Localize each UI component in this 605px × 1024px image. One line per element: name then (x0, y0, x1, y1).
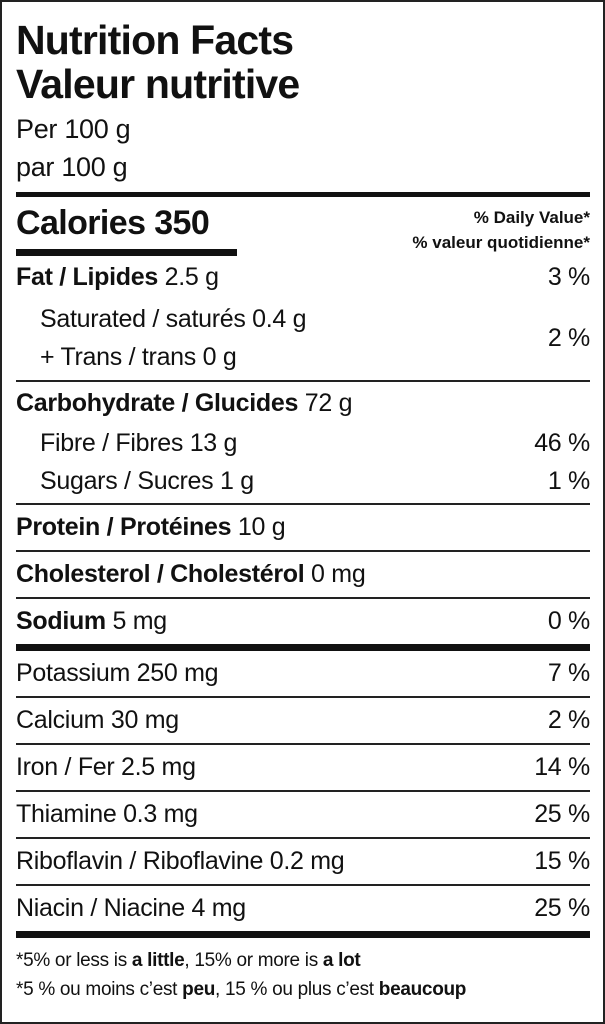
divider (16, 696, 590, 698)
calories: Calories 350 (16, 204, 210, 242)
divider (16, 380, 590, 382)
divider (16, 837, 590, 839)
micronutrient-row: Riboflavin / Riboflavine 0.2 mg 15 % (16, 847, 590, 875)
carbohydrate-row: Carbohydrate / Glucides 72 g (16, 388, 353, 417)
sodium-row: Sodium 5 mg 0 % (16, 607, 590, 635)
daily-value-header: % Daily Value* % valeur quotidienne* (412, 208, 590, 252)
divider-thick (16, 644, 590, 651)
divider (16, 550, 590, 552)
saturated-trans-group: Saturated / saturés 0.4 g + Trans / tran… (16, 300, 590, 376)
title-en: Nutrition Facts (16, 17, 294, 63)
divider (16, 790, 590, 792)
title-fr: Valeur nutritive (16, 61, 300, 107)
saturated-trans-dv: 2 % (547, 323, 590, 352)
divider (16, 743, 590, 745)
footnote: *5% or less is a little, 15% or more is … (16, 946, 590, 1004)
serving-size-fr: par 100 g (16, 152, 128, 182)
micronutrient-row: Thiamine 0.3 mg 25 % (16, 800, 590, 828)
micronutrient-row: Iron / Fer 2.5 mg 14 % (16, 753, 590, 781)
cholesterol-row: Cholesterol / Cholestérol 0 mg (16, 560, 366, 588)
micronutrient-row: Calcium 30 mg 2 % (16, 706, 590, 734)
footnote-fr: *5 % ou moins c’est peu, 15 % ou plus c’… (16, 979, 467, 1000)
trans-row: + Trans / trans 0 g (40, 342, 237, 371)
divider-thick (16, 931, 590, 938)
micronutrient-row: Niacin / Niacine 4 mg 25 % (16, 894, 590, 922)
divider-thick (16, 192, 590, 197)
saturated-row: Saturated / saturés 0.4 g (40, 304, 307, 333)
calories-row: Calories 350 % Daily Value* % valeur quo… (16, 197, 590, 256)
footnote-en: *5% or less is a little, 15% or more is … (16, 950, 361, 971)
divider (16, 884, 590, 886)
divider (16, 503, 590, 505)
serving-size-en: Per 100 g (16, 114, 131, 144)
divider (16, 597, 590, 599)
fibre-row: Fibre / Fibres 13 g 46 % (40, 428, 590, 457)
calories-bar (16, 249, 237, 256)
micronutrient-row: Potassium 250 mg 7 % (16, 659, 590, 687)
protein-row: Protein / Protéines 10 g (16, 513, 286, 541)
fat-row: Fat / Lipides 2.5 g 3 % (16, 263, 590, 291)
